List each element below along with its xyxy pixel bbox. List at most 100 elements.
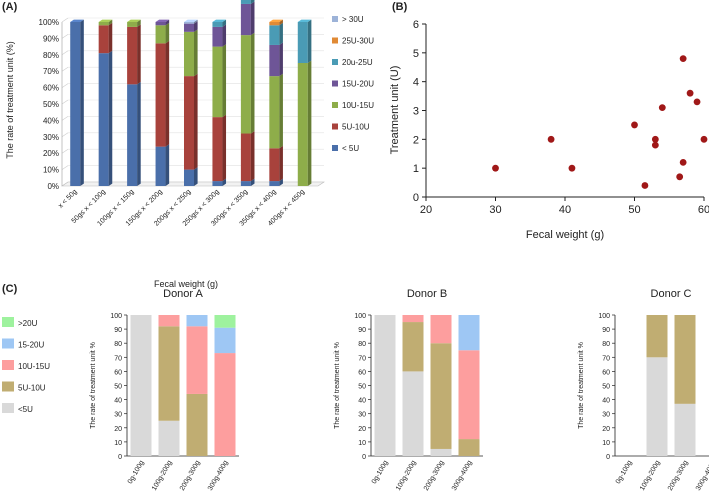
panel-b-ylabel: Treatment unit (U) (389, 66, 401, 155)
a-bar-segment (269, 44, 280, 77)
a-legend-label: 5U-10U (342, 123, 370, 132)
c-bar-segment (186, 393, 208, 456)
a-legend-swatch (332, 102, 338, 108)
c-ytick-label: 40 (358, 398, 366, 405)
a-legend-label: 25U-30U (342, 37, 374, 46)
a-bar-side (194, 21, 198, 32)
a-bar-side (137, 81, 141, 186)
a-bar-segment (212, 22, 223, 27)
panel-a-label: (A) (2, 1, 18, 13)
a-legend-swatch (332, 145, 338, 151)
c-bar-segment (458, 439, 480, 456)
c-legend-label: 10U-15U (18, 362, 50, 371)
a-bar-top (184, 19, 198, 22)
a-bar-segment (212, 181, 223, 186)
a-bar-segment (98, 25, 109, 54)
a-ytick-label: 70% (43, 67, 59, 76)
a-legend-swatch (332, 59, 338, 65)
c-xtick-label: 0g-100g (615, 459, 634, 485)
c-bar-segment (186, 315, 208, 327)
c-ytick-label: 70 (358, 355, 366, 362)
a-bar-side (108, 50, 113, 187)
c-xtick-label: 300g-400g (207, 459, 230, 492)
b-ytick-label: 3 (413, 106, 419, 118)
c-bar-segment (674, 315, 696, 404)
b-data-point (641, 182, 649, 189)
c-ytick-label: 70 (602, 355, 610, 362)
a-legend-swatch (332, 80, 338, 87)
b-ytick-label: 6 (413, 19, 419, 31)
a-bar-segment (269, 148, 280, 182)
b-data-point (658, 104, 666, 112)
c-ytick-label: 80 (358, 341, 366, 348)
c-ytick-label: 30 (114, 412, 122, 419)
a-bar-segment (155, 25, 166, 44)
c-xtick-label: 300g-400g (451, 459, 474, 492)
a-bar-top (269, 19, 283, 22)
a-bar-segment (240, 0, 251, 4)
c-bar-segment (430, 315, 452, 344)
a-bar-segment (240, 35, 251, 134)
c-bar-segment (214, 327, 236, 354)
a-bar-segment (184, 169, 194, 186)
a-bar-side (250, 0, 255, 4)
a-bar-segment (127, 26, 138, 85)
a-bar-top (155, 19, 170, 22)
a-bar-side (194, 29, 198, 77)
c-legend-swatch (2, 403, 14, 413)
b-xtick-label: 60 (698, 204, 709, 216)
a-bar-top (297, 19, 312, 22)
c-legend-label: 15-20U (18, 341, 44, 350)
a-bar-segment (240, 133, 251, 182)
a-bar-side (165, 19, 170, 26)
a-bar-segment (269, 76, 280, 149)
c-bar-segment (402, 371, 424, 456)
a-grid-diag (61, 66, 69, 72)
a-bar-side (165, 144, 170, 186)
c-ytick-label: 80 (602, 341, 610, 348)
a-bar-segment (184, 31, 194, 77)
c-ytick-label: 10 (602, 440, 610, 447)
a-bar-side (250, 1, 255, 36)
a-bar-top (98, 19, 113, 22)
b-data-point (700, 135, 708, 143)
a-legend-swatch (332, 16, 338, 22)
c-bar-segment (430, 343, 452, 449)
c-ytick-label: 90 (602, 327, 610, 334)
a-bar-side (165, 40, 170, 147)
c-legend-swatch (2, 338, 14, 349)
a-bar-segment (184, 22, 194, 24)
c-legend-swatch (2, 360, 14, 370)
b-ytick-label: 5 (413, 48, 419, 60)
b-ytick-label: 4 (413, 77, 419, 89)
a-bar-side (222, 44, 227, 118)
panel-a-chart: 0% 10% 20% 30% 40% 50% 60% 70% 80% 90% 100% x < 50g… (39, 0, 374, 228)
a-ytick-label: 50% (43, 100, 59, 109)
b-data-point (676, 173, 684, 181)
c-ytick-label: 20 (358, 426, 366, 433)
b-xtick-label: 50 (628, 204, 640, 216)
b-data-point (568, 164, 576, 172)
c-xtick-label: 200g-300g (179, 459, 202, 492)
c-ytick-label: 60 (602, 369, 610, 376)
a-bar-side (279, 178, 283, 186)
c-ytick-label: 60 (114, 369, 122, 376)
c-bar-segment (646, 315, 668, 358)
c-bar-segment (402, 322, 424, 372)
a-legend-label: 15U-20U (342, 80, 374, 89)
a-bar-side (250, 32, 255, 134)
c-ytick-label: 100 (354, 313, 366, 320)
panel-c-label: (C) (2, 283, 18, 295)
c-ytick-label: 50 (602, 384, 610, 391)
a-bar-side (80, 19, 84, 186)
c-xtick-label: 100g-200g (151, 459, 174, 492)
a-bar-side (137, 19, 141, 27)
a-bar-side (279, 22, 283, 45)
c-ytick-label: 100 (110, 313, 122, 320)
c-bar-segment (186, 326, 208, 394)
b-data-point (651, 135, 659, 143)
c-ytick-label: 0 (118, 454, 122, 461)
a-bar-segment (98, 53, 109, 186)
a-bar-segment (269, 25, 280, 45)
c-bar-segment (430, 448, 452, 456)
